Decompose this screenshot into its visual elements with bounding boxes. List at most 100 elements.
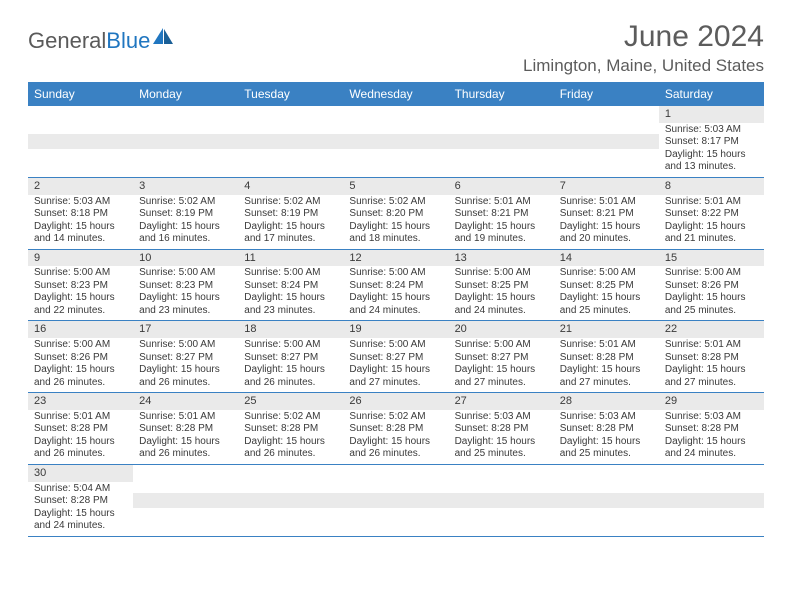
sunset-label: Sunset: [244,352,281,363]
sunset-label: Sunset: [665,423,702,434]
sunrise-label: Sunrise: [665,196,704,207]
day-details: Sunrise: 5:04 AMSunset: 8:28 PMDaylight:… [28,482,133,536]
sunrise-value: 5:01 AM [704,339,741,350]
calendar-day-cell: 15Sunrise: 5:00 AMSunset: 8:26 PMDayligh… [659,249,764,321]
daylight-label: Daylight: [455,364,497,375]
calendar-day-cell: 20Sunrise: 5:00 AMSunset: 8:27 PMDayligh… [449,321,554,393]
sunset-label: Sunset: [34,495,71,506]
day-number: 29 [659,393,764,410]
daylight-label: Daylight: [455,292,497,303]
sunset-line: Sunset: 8:17 PM [665,136,758,149]
sunrise-value: 5:00 AM [179,267,216,278]
sunrise-label: Sunrise: [139,411,178,422]
calendar-empty-cell [133,106,238,177]
calendar-page: GeneralBlue June 2024 Limington, Maine, … [0,0,792,557]
title-block: June 2024 Limington, Maine, United State… [523,20,764,76]
sunset-label: Sunset: [665,208,702,219]
sunrise-label: Sunrise: [34,196,73,207]
sunset-label: Sunset: [34,352,71,363]
sunset-value: 8:24 PM [281,280,318,291]
sunrise-value: 5:00 AM [284,267,321,278]
sunrise-value: 5:04 AM [73,483,110,494]
sunset-label: Sunset: [349,208,386,219]
sunset-line: Sunset: 8:24 PM [244,280,337,293]
day-details: Sunrise: 5:01 AMSunset: 8:28 PMDaylight:… [554,338,659,392]
sunrise-line: Sunrise: 5:00 AM [349,267,442,280]
calendar-day-cell: 30Sunrise: 5:04 AMSunset: 8:28 PMDayligh… [28,464,133,536]
sunset-label: Sunset: [560,352,597,363]
calendar-day-cell: 16Sunrise: 5:00 AMSunset: 8:26 PMDayligh… [28,321,133,393]
day-number: 2 [28,178,133,195]
sunrise-value: 5:03 AM [704,124,741,135]
sunrise-value: 5:00 AM [389,339,426,350]
day-details: Sunrise: 5:02 AMSunset: 8:28 PMDaylight:… [238,410,343,464]
sunrise-label: Sunrise: [455,339,494,350]
calendar-week-row: 9Sunrise: 5:00 AMSunset: 8:23 PMDaylight… [28,249,764,321]
sunrise-line: Sunrise: 5:00 AM [665,267,758,280]
daylight-line: Daylight: 15 hours and 16 minutes. [139,221,232,246]
day-details: Sunrise: 5:00 AMSunset: 8:25 PMDaylight:… [554,266,659,320]
location-label: Limington, Maine, United States [523,56,764,76]
sunrise-line: Sunrise: 5:00 AM [139,267,232,280]
weekday-header: Friday [554,82,659,106]
day-details: Sunrise: 5:00 AMSunset: 8:26 PMDaylight:… [659,266,764,320]
daylight-line: Daylight: 15 hours and 22 minutes. [34,292,127,317]
calendar-day-cell: 17Sunrise: 5:00 AMSunset: 8:27 PMDayligh… [133,321,238,393]
sunrise-line: Sunrise: 5:00 AM [455,339,548,352]
sunset-label: Sunset: [455,352,492,363]
sunset-value: 8:25 PM [491,280,528,291]
day-details: Sunrise: 5:01 AMSunset: 8:28 PMDaylight:… [28,410,133,464]
day-details: Sunrise: 5:00 AMSunset: 8:24 PMDaylight:… [238,266,343,320]
sunrise-value: 5:02 AM [389,196,426,207]
day-details: Sunrise: 5:03 AMSunset: 8:28 PMDaylight:… [659,410,764,464]
daylight-line: Daylight: 15 hours and 21 minutes. [665,221,758,246]
daylight-label: Daylight: [244,436,286,447]
sunrise-value: 5:00 AM [73,267,110,278]
sunset-value: 8:21 PM [596,208,633,219]
sunset-value: 8:28 PM [71,495,108,506]
calendar-day-cell: 22Sunrise: 5:01 AMSunset: 8:28 PMDayligh… [659,321,764,393]
day-details: Sunrise: 5:02 AMSunset: 8:19 PMDaylight:… [238,195,343,249]
sunrise-value: 5:02 AM [284,196,321,207]
calendar-empty-cell [343,106,448,177]
sunset-label: Sunset: [665,280,702,291]
sunset-label: Sunset: [349,280,386,291]
daylight-label: Daylight: [349,221,391,232]
calendar-day-cell: 29Sunrise: 5:03 AMSunset: 8:28 PMDayligh… [659,393,764,465]
sunset-line: Sunset: 8:20 PM [349,208,442,221]
daylight-line: Daylight: 15 hours and 25 minutes. [560,292,653,317]
calendar-day-cell: 10Sunrise: 5:00 AMSunset: 8:23 PMDayligh… [133,249,238,321]
calendar-empty-cell [238,106,343,177]
day-details: Sunrise: 5:02 AMSunset: 8:20 PMDaylight:… [343,195,448,249]
sunrise-value: 5:03 AM [599,411,636,422]
sunset-label: Sunset: [455,423,492,434]
daylight-label: Daylight: [244,364,286,375]
sunset-value: 8:19 PM [176,208,213,219]
calendar-day-cell: 26Sunrise: 5:02 AMSunset: 8:28 PMDayligh… [343,393,448,465]
sunset-label: Sunset: [139,280,176,291]
daylight-label: Daylight: [455,221,497,232]
daylight-label: Daylight: [560,436,602,447]
sunrise-label: Sunrise: [455,196,494,207]
sunrise-line: Sunrise: 5:01 AM [665,339,758,352]
daylight-line: Daylight: 15 hours and 26 minutes. [34,436,127,461]
calendar-day-cell: 28Sunrise: 5:03 AMSunset: 8:28 PMDayligh… [554,393,659,465]
calendar-day-cell: 13Sunrise: 5:00 AMSunset: 8:25 PMDayligh… [449,249,554,321]
daylight-label: Daylight: [560,292,602,303]
sunset-value: 8:28 PM [71,423,108,434]
day-number: 14 [554,250,659,267]
calendar-week-row: 2Sunrise: 5:03 AMSunset: 8:18 PMDaylight… [28,177,764,249]
calendar-empty-cell [133,464,238,536]
day-number: 16 [28,321,133,338]
sunset-label: Sunset: [34,423,71,434]
sunset-value: 8:20 PM [386,208,423,219]
sunrise-line: Sunrise: 5:03 AM [560,411,653,424]
sunset-line: Sunset: 8:21 PM [560,208,653,221]
daylight-line: Daylight: 15 hours and 26 minutes. [349,436,442,461]
sunrise-label: Sunrise: [665,267,704,278]
sunrise-label: Sunrise: [139,267,178,278]
daylight-line: Daylight: 15 hours and 27 minutes. [560,364,653,389]
daylight-label: Daylight: [560,364,602,375]
day-number: 23 [28,393,133,410]
daylight-line: Daylight: 15 hours and 27 minutes. [665,364,758,389]
